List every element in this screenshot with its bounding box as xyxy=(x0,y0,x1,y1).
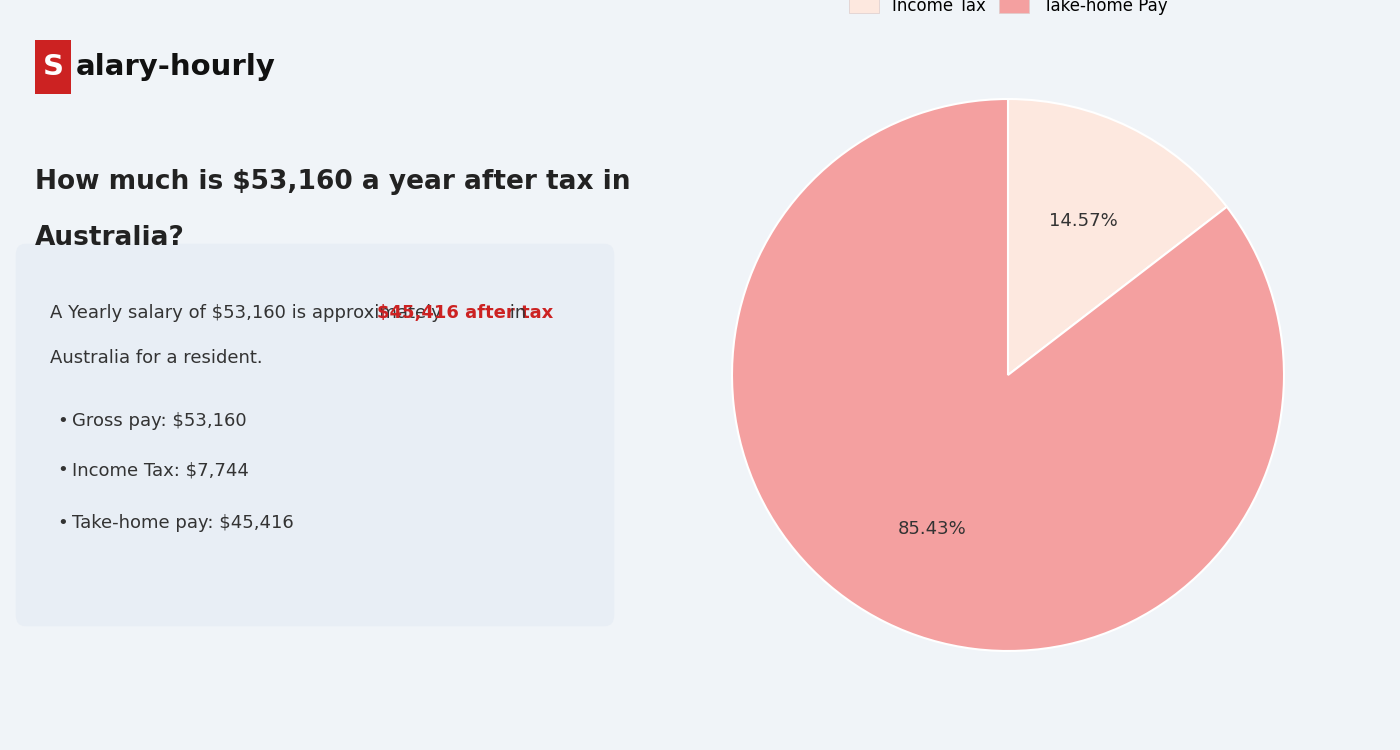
Text: 85.43%: 85.43% xyxy=(897,520,967,538)
Text: Take-home pay: $45,416: Take-home pay: $45,416 xyxy=(73,514,294,532)
Text: How much is $53,160 a year after tax in: How much is $53,160 a year after tax in xyxy=(35,169,630,195)
Text: $45,416 after tax: $45,416 after tax xyxy=(378,304,554,322)
FancyBboxPatch shape xyxy=(35,40,71,94)
Wedge shape xyxy=(732,99,1284,651)
Text: •: • xyxy=(57,413,69,430)
Legend: Income Tax, Take-home Pay: Income Tax, Take-home Pay xyxy=(841,0,1175,21)
Text: 14.57%: 14.57% xyxy=(1049,212,1119,230)
Text: in: in xyxy=(504,304,526,322)
Text: A Yearly salary of $53,160 is approximately: A Yearly salary of $53,160 is approximat… xyxy=(50,304,448,322)
Wedge shape xyxy=(1008,99,1226,375)
Text: S: S xyxy=(42,53,63,81)
Text: •: • xyxy=(57,461,69,479)
Text: •: • xyxy=(57,514,69,532)
Text: Australia?: Australia? xyxy=(35,225,185,251)
Text: Australia for a resident.: Australia for a resident. xyxy=(50,349,263,367)
Text: Income Tax: $7,744: Income Tax: $7,744 xyxy=(73,461,249,479)
Text: Gross pay: $53,160: Gross pay: $53,160 xyxy=(73,413,246,430)
FancyBboxPatch shape xyxy=(15,244,615,626)
Text: alary-hourly: alary-hourly xyxy=(76,53,276,81)
